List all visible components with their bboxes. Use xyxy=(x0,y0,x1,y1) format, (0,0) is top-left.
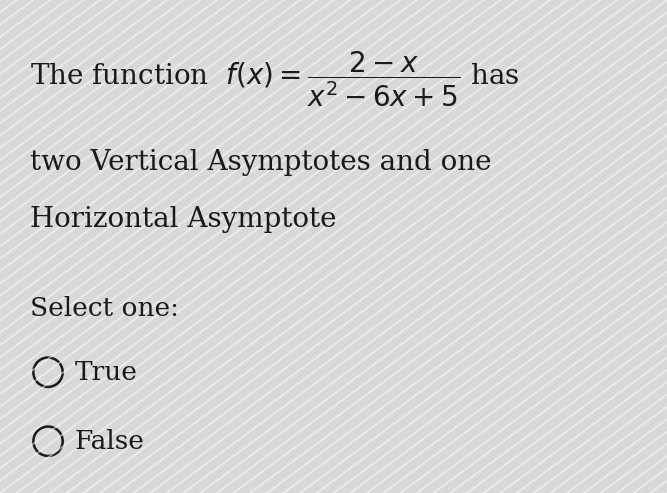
Text: two Vertical Asymptotes and one: two Vertical Asymptotes and one xyxy=(30,149,492,176)
Text: The function  $f(x) = \dfrac{2-x}{x^2-6x+5}$ has: The function $f(x) = \dfrac{2-x}{x^2-6x+… xyxy=(30,49,520,108)
Text: False: False xyxy=(75,429,145,454)
Text: True: True xyxy=(75,360,137,385)
Text: Horizontal Asymptote: Horizontal Asymptote xyxy=(30,206,337,233)
Text: Select one:: Select one: xyxy=(30,296,179,320)
